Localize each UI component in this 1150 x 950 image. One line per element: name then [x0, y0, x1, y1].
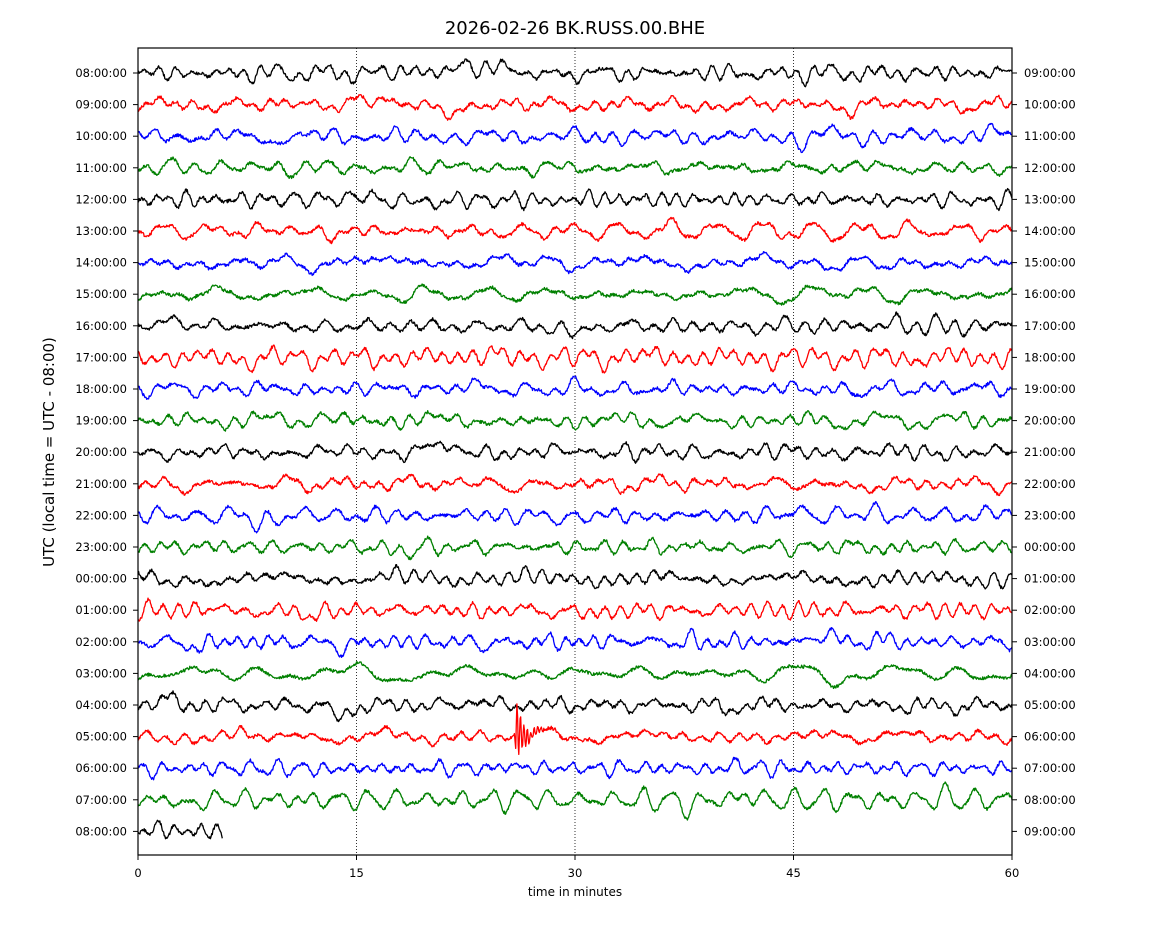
y-axis-label: UTC (local time = UTC - 08:00) [40, 337, 58, 567]
trace-row-24 [137, 819, 223, 840]
right-time-label: 08:00:00 [1024, 793, 1076, 807]
trace-row-5 [137, 216, 1013, 245]
left-time-label: 00:00:00 [75, 572, 127, 586]
left-time-label: 13:00:00 [75, 224, 127, 238]
right-time-label: 01:00:00 [1024, 572, 1076, 586]
trace-row-0 [137, 58, 1013, 88]
trace-row-17 [137, 597, 1013, 622]
left-time-label: 23:00:00 [75, 540, 127, 554]
left-time-labels: 08:00:00 09:00:00 10:00:00 11:00:00 12:00:00… [75, 66, 138, 838]
x-tick-label: 45 [786, 866, 801, 880]
left-time-label: 02:00:00 [75, 635, 127, 649]
right-time-label: 11:00:00 [1024, 129, 1076, 143]
trace-row-3 [137, 156, 1013, 180]
right-time-label: 22:00:00 [1024, 477, 1076, 491]
x-tick-label: 15 [349, 866, 364, 880]
trace-row-15 [137, 535, 1013, 561]
x-tick-label: 0 [134, 866, 141, 880]
left-time-label: 18:00:00 [75, 382, 127, 396]
right-time-label: 10:00:00 [1024, 98, 1076, 112]
right-time-label: 00:00:00 [1024, 540, 1076, 554]
left-time-label: 01:00:00 [75, 603, 127, 617]
right-time-label: 21:00:00 [1024, 445, 1076, 459]
trace-row-16 [137, 564, 1013, 590]
x-axis-label: time in minutes [528, 885, 622, 899]
trace-row-19 [137, 661, 1013, 690]
trace-row-4 [137, 187, 1013, 212]
x-axis-ticks: 0 15 30 45 60 [134, 855, 1019, 880]
right-time-label: 02:00:00 [1024, 603, 1076, 617]
right-time-label: 09:00:00 [1024, 824, 1076, 838]
left-time-label: 19:00:00 [75, 414, 127, 428]
trace-row-12 [137, 440, 1013, 464]
left-time-label: 04:00:00 [75, 698, 127, 712]
right-time-label: 13:00:00 [1024, 192, 1076, 206]
vertical-gridlines [356, 48, 794, 855]
trace-row-10 [137, 375, 1013, 400]
trace-row-9 [137, 344, 1013, 374]
trace-row-20 [137, 690, 1013, 723]
left-time-label: 11:00:00 [75, 161, 127, 175]
trace-row-2 [137, 122, 1013, 154]
trace-row-13 [137, 473, 1013, 497]
trace-row-21 [137, 703, 1013, 756]
left-time-label: 06:00:00 [75, 761, 127, 775]
right-time-label: 03:00:00 [1024, 635, 1076, 649]
right-time-label: 07:00:00 [1024, 761, 1076, 775]
right-time-label: 18:00:00 [1024, 350, 1076, 364]
trace-row-8 [137, 311, 1013, 340]
chart-title: 2026-02-26 BK.RUSS.00.BHE [445, 18, 705, 39]
right-time-label: 17:00:00 [1024, 319, 1076, 333]
trace-row-22 [137, 756, 1013, 781]
right-time-label: 12:00:00 [1024, 161, 1076, 175]
right-time-label: 04:00:00 [1024, 666, 1076, 680]
x-tick-label: 30 [568, 866, 583, 880]
left-time-label: 17:00:00 [75, 350, 127, 364]
trace-row-18 [137, 626, 1013, 659]
right-time-label: 15:00:00 [1024, 256, 1076, 270]
left-time-label: 20:00:00 [75, 445, 127, 459]
left-time-label: 03:00:00 [75, 666, 127, 680]
right-time-label: 14:00:00 [1024, 224, 1076, 238]
seismic-traces [137, 58, 1013, 840]
right-time-label: 19:00:00 [1024, 382, 1076, 396]
trace-row-1 [137, 93, 1013, 121]
left-time-label: 16:00:00 [75, 319, 127, 333]
left-time-label: 21:00:00 [75, 477, 127, 491]
trace-row-11 [137, 410, 1013, 432]
left-time-label: 07:00:00 [75, 793, 127, 807]
right-time-labels: 09:00:00 10:00:00 11:00:00 12:00:00 13:00:00… [1012, 66, 1076, 838]
right-time-label: 05:00:00 [1024, 698, 1076, 712]
left-time-label: 08:00:00 [75, 66, 127, 80]
right-time-label: 09:00:00 [1024, 66, 1076, 80]
left-time-label: 22:00:00 [75, 508, 127, 522]
x-tick-label: 60 [1005, 866, 1020, 880]
left-time-label: 08:00:00 [75, 824, 127, 838]
right-time-label: 20:00:00 [1024, 414, 1076, 428]
trace-row-14 [137, 500, 1013, 534]
left-time-label: 14:00:00 [75, 256, 127, 270]
left-time-label: 05:00:00 [75, 730, 127, 744]
right-time-label: 23:00:00 [1024, 508, 1076, 522]
left-time-label: 09:00:00 [75, 98, 127, 112]
left-time-label: 12:00:00 [75, 192, 127, 206]
left-time-label: 10:00:00 [75, 129, 127, 143]
trace-row-23 [137, 781, 1013, 821]
right-time-label: 16:00:00 [1024, 287, 1076, 301]
trace-row-6 [137, 251, 1013, 277]
right-time-label: 06:00:00 [1024, 730, 1076, 744]
left-time-label: 15:00:00 [75, 287, 127, 301]
trace-row-7 [137, 283, 1013, 306]
